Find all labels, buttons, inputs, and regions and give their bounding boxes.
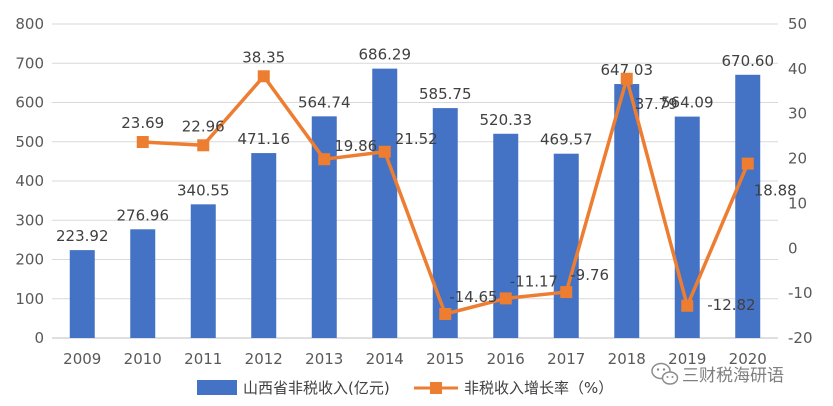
category-label: 2019 <box>668 350 706 368</box>
category-label: 2013 <box>305 350 343 368</box>
wechat-icon <box>651 362 679 385</box>
bar <box>251 153 277 338</box>
bar <box>614 84 640 338</box>
right-tick-label: 30 <box>788 105 807 123</box>
bar <box>190 204 216 338</box>
bar <box>69 250 95 338</box>
line-data-label: 18.88 <box>754 182 797 200</box>
bar <box>432 108 458 338</box>
left-tick-label: 700 <box>15 54 44 72</box>
line-marker <box>681 299 694 312</box>
bar-data-label: 585.75 <box>419 85 472 103</box>
bar <box>493 133 519 338</box>
line-marker <box>439 308 452 321</box>
watermark-text: 三财税海研语 <box>682 366 784 386</box>
bar-data-label: 564.74 <box>298 93 351 111</box>
right-tick-label: 50 <box>788 15 807 33</box>
line-data-label: -11.17 <box>510 272 558 290</box>
line-marker <box>318 153 331 166</box>
bar-data-label: 670.60 <box>722 52 775 70</box>
left-axis-ticks: 0 100 200 300 400 500 600 700 800 <box>15 15 44 347</box>
bar-data-label: 469.57 <box>540 131 593 149</box>
line-data-label: -14.65 <box>449 288 497 306</box>
line-data-label: 37.79 <box>635 95 678 113</box>
category-label: 2015 <box>426 350 464 368</box>
bar-data-label: 647.03 <box>601 61 654 79</box>
line-marker <box>197 139 210 152</box>
bar-data-label: 223.92 <box>56 227 109 245</box>
category-label: 2010 <box>124 350 162 368</box>
line-series <box>136 70 754 321</box>
right-tick-label: 10 <box>788 194 807 212</box>
line-data-label: 22.96 <box>182 117 225 135</box>
left-tick-label: 500 <box>15 133 44 151</box>
bar <box>372 68 398 339</box>
line-marker <box>378 145 391 158</box>
legend-line-label: 非税收入增长率（%） <box>464 379 613 397</box>
category-label: 2020 <box>729 350 767 368</box>
left-tick-label: 200 <box>15 251 44 269</box>
line-marker <box>560 286 573 299</box>
bar-series <box>69 68 761 339</box>
line-data-label: 38.35 <box>242 48 285 66</box>
category-label: 2014 <box>366 350 404 368</box>
legend-line-marker <box>430 382 442 394</box>
bar-data-label: 340.55 <box>177 181 230 199</box>
line-data-labels: 23.69 22.96 38.35 19.86 21.52 -14.65 -11.17 -9.… <box>121 48 796 314</box>
legend: 山西省非税收入(亿元) 非税收入增长率（%） <box>197 379 613 397</box>
bar-data-label: 276.96 <box>117 206 170 224</box>
line-data-label: 19.86 <box>334 137 377 155</box>
left-tick-label: 300 <box>15 211 44 229</box>
right-tick-label: 20 <box>788 150 807 168</box>
category-label: 2009 <box>63 350 101 368</box>
line-data-label: 23.69 <box>121 114 164 132</box>
bar <box>553 153 579 338</box>
bar <box>130 229 156 338</box>
line-data-label: 21.52 <box>395 130 438 148</box>
line-data-label: -12.82 <box>707 296 755 314</box>
right-tick-label: -10 <box>788 284 813 302</box>
bar-data-label: 686.29 <box>359 46 412 64</box>
category-label: 2017 <box>547 350 585 368</box>
bar-data-label: 520.33 <box>480 111 533 129</box>
bar <box>735 74 761 339</box>
line-marker <box>499 292 512 305</box>
category-label: 2011 <box>184 350 222 368</box>
bar-data-label: 564.09 <box>661 94 714 112</box>
category-label: 2016 <box>487 350 525 368</box>
right-tick-label: -20 <box>788 329 813 347</box>
line-marker <box>136 136 149 149</box>
gridlines <box>52 23 778 339</box>
left-tick-label: 800 <box>15 15 44 33</box>
right-axis-ticks: -20 -10 0 10 20 30 40 50 <box>788 15 813 347</box>
right-tick-label: 0 <box>788 239 798 257</box>
left-tick-label: 100 <box>15 290 44 308</box>
line-marker <box>257 70 270 83</box>
legend-bar-swatch <box>197 380 237 395</box>
watermark: 三财税海研语 <box>651 362 784 386</box>
line-marker <box>741 157 754 170</box>
left-tick-label: 600 <box>15 94 44 112</box>
bar-data-label: 471.16 <box>238 130 291 148</box>
line-marker <box>620 72 633 85</box>
category-axis-labels: 2009 2010 2011 2012 2013 2014 2015 2016 2017 2018… <box>63 350 767 368</box>
bar-data-labels: 223.92 276.96 340.55 471.16 564.74 686.29 585.… <box>56 46 774 245</box>
category-label: 2018 <box>608 350 646 368</box>
left-tick-label: 0 <box>34 329 44 347</box>
category-label: 2012 <box>245 350 283 368</box>
right-tick-label: 40 <box>788 60 807 78</box>
left-tick-label: 400 <box>15 172 44 190</box>
line-data-label: -9.76 <box>570 266 609 284</box>
legend-bar-label: 山西省非税收入(亿元) <box>243 379 390 397</box>
